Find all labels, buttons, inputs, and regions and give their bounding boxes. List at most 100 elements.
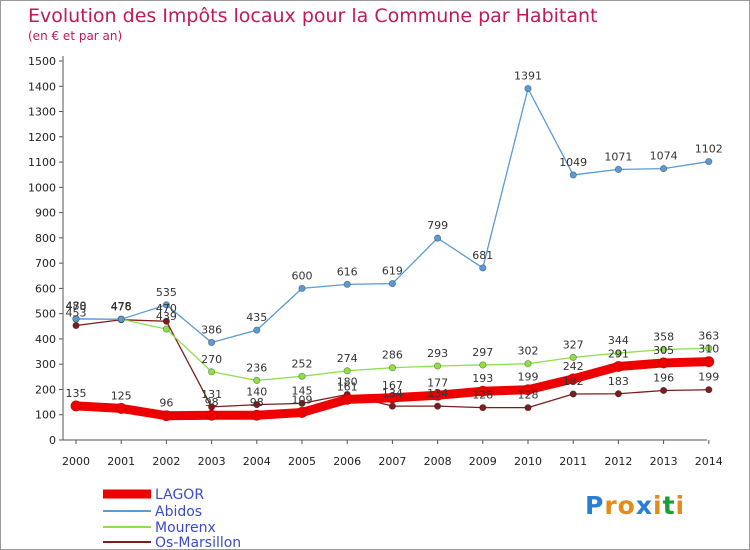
data-label-lagor: 98 (250, 396, 264, 409)
data-point-os-marsillon (569, 390, 577, 398)
data-point-abidos (659, 165, 668, 173)
data-point-mourenx (208, 368, 216, 376)
data-label-abidos: 1391 (514, 70, 542, 83)
y-tick-label: 500 (35, 308, 56, 321)
data-label-lagor: 193 (472, 372, 493, 385)
data-label-os-marsillon: 476 (111, 301, 132, 314)
data-label-os-marsillon: 145 (292, 384, 313, 397)
logo-letter: i (653, 491, 663, 520)
y-tick-label: 200 (35, 383, 56, 396)
data-label-os-marsillon: 183 (608, 375, 629, 388)
data-label-lagor: 167 (382, 379, 403, 392)
data-label-os-marsillon: 134 (382, 387, 403, 400)
y-tick-label: 1000 (28, 181, 56, 194)
data-point-abidos (72, 315, 80, 323)
data-point-abidos (253, 326, 261, 334)
data-label-os-marsillon: 134 (427, 387, 448, 400)
data-point-os-marsillon (162, 317, 170, 325)
data-label-lagor: 125 (111, 389, 132, 402)
data-label-mourenx: 293 (427, 347, 448, 360)
legend-label-os-marsillon: Os-Marsillon (155, 535, 241, 549)
data-point-abidos (569, 171, 577, 179)
logo-letter: x (635, 491, 653, 520)
data-point-abidos (208, 338, 216, 347)
x-tick-label: 2000 (62, 455, 90, 468)
data-point-mourenx (569, 353, 577, 361)
y-tick-label: 1300 (28, 106, 56, 119)
data-point-lagor (341, 393, 353, 405)
data-point-abidos (343, 280, 351, 288)
data-point-lagor (658, 357, 669, 369)
data-label-mourenx: 236 (246, 361, 267, 374)
data-point-lagor (206, 409, 218, 421)
data-label-lagor: 98 (205, 396, 219, 409)
legend-label-lagor: LAGOR (155, 487, 204, 503)
data-point-mourenx (705, 344, 713, 352)
data-label-mourenx: 270 (201, 353, 222, 366)
data-point-lagor (432, 389, 444, 401)
data-label-os-marsillon: 199 (698, 371, 719, 384)
data-point-lagor (477, 385, 489, 397)
data-label-abidos: 478 (111, 300, 132, 313)
data-label-abidos: 619 (382, 265, 403, 278)
y-tick-label: 1500 (28, 55, 56, 68)
data-label-mourenx: 274 (337, 352, 358, 365)
data-label-abidos: 1102 (695, 143, 723, 156)
data-label-abidos: 799 (427, 219, 448, 232)
data-label-lagor: 96 (159, 397, 173, 410)
data-point-os-marsillon (705, 386, 713, 394)
y-tick-label: 0 (49, 434, 56, 447)
data-point-lagor (70, 400, 82, 412)
data-point-mourenx (298, 372, 306, 380)
proxiti-logo: Proxiti (585, 491, 685, 520)
data-label-os-marsillon: 131 (201, 388, 222, 401)
data-label-abidos: 616 (337, 265, 358, 278)
data-label-mourenx: 478 (66, 300, 87, 313)
data-point-abidos (524, 84, 532, 93)
data-label-lagor: 161 (337, 380, 358, 393)
data-label-os-marsillon: 128 (472, 389, 493, 402)
data-label-os-marsillon: 128 (518, 389, 539, 402)
logo-letter: P (585, 491, 605, 520)
data-label-lagor: 305 (653, 344, 674, 357)
data-label-abidos: 435 (246, 311, 267, 324)
legend-label-mourenx: Mourenx (155, 520, 216, 536)
x-tick-label: 2013 (650, 455, 678, 468)
data-point-lagor (567, 373, 579, 385)
data-label-abidos: 1071 (604, 150, 632, 163)
data-point-os-marsillon (433, 402, 442, 410)
y-tick-label: 1200 (28, 131, 56, 144)
data-point-mourenx (659, 345, 668, 354)
data-point-lagor (115, 403, 127, 414)
data-label-lagor: 135 (66, 387, 87, 400)
x-tick-label: 2003 (198, 455, 226, 468)
data-point-os-marsillon (524, 404, 532, 412)
data-point-mourenx (343, 367, 351, 375)
data-label-abidos: 386 (201, 323, 222, 336)
data-label-lagor: 177 (427, 376, 448, 389)
data-label-mourenx: 252 (292, 357, 313, 370)
chart-subtitle: (en € et par an) (28, 29, 123, 43)
data-point-mourenx (433, 362, 442, 370)
data-label-mourenx: 302 (518, 345, 539, 358)
y-tick-label: 600 (35, 282, 56, 295)
chart-title: Evolution des Impôts locaux pour la Comm… (28, 5, 598, 27)
data-point-abidos (614, 165, 623, 173)
data-label-abidos: 535 (156, 286, 177, 299)
logo-letter: r (604, 491, 618, 520)
data-label-mourenx: 363 (698, 329, 719, 342)
y-tick-label: 100 (35, 409, 56, 422)
data-point-lagor (386, 392, 398, 404)
data-label-os-marsillon: 180 (337, 376, 358, 389)
data-label-os-marsillon: 140 (246, 386, 267, 399)
data-point-mourenx (388, 364, 396, 372)
y-tick-label: 400 (35, 333, 56, 346)
data-label-mourenx: 344 (608, 334, 629, 347)
data-label-lagor: 109 (292, 393, 313, 406)
y-tick-label: 1400 (28, 80, 56, 93)
x-tick-label: 2002 (152, 455, 180, 468)
y-tick-label: 900 (35, 207, 56, 220)
logo-letter: i (675, 491, 686, 520)
data-label-mourenx: 439 (156, 310, 177, 323)
